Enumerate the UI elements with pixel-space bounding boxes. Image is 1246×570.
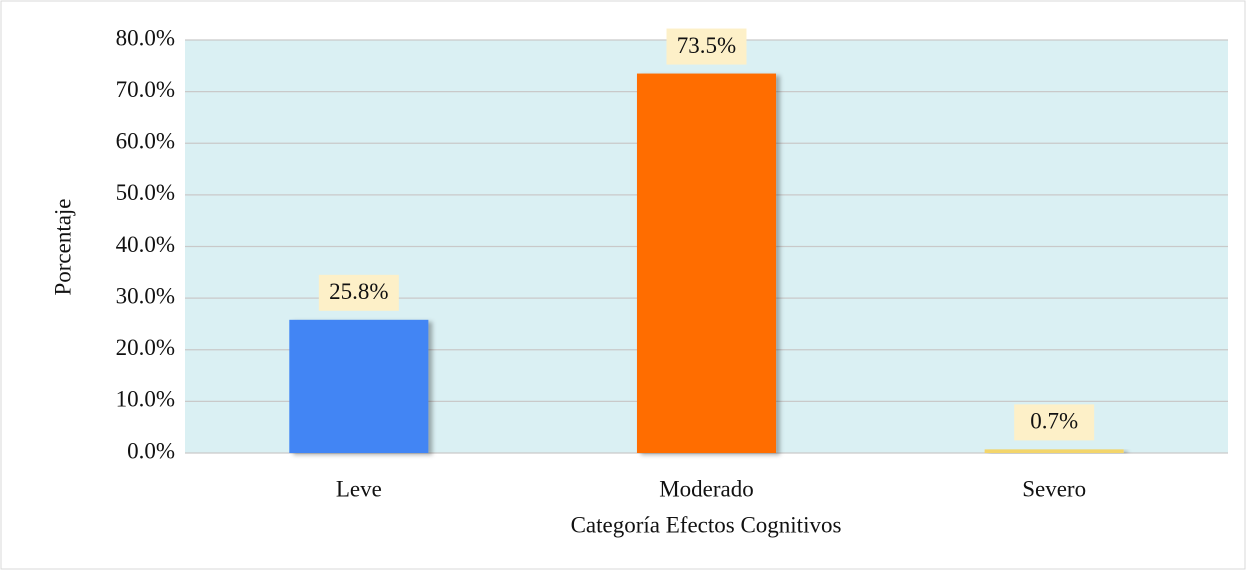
data-label: 25.8% [329, 279, 388, 304]
x-tick-label: Leve [336, 476, 382, 501]
y-tick-label: 50.0% [116, 180, 175, 205]
y-tick-label: 70.0% [116, 77, 175, 102]
y-tick-label: 40.0% [116, 232, 175, 257]
x-axis-label: Categoría Efectos Cognitivos [571, 512, 842, 537]
y-axis-label: Porcentaje [50, 198, 75, 295]
bar [636, 73, 777, 454]
y-tick-label: 80.0% [116, 25, 175, 50]
data-label-box [318, 274, 399, 311]
y-tick-label: 20.0% [116, 335, 175, 360]
data-label: 0.7% [1030, 409, 1078, 434]
y-tick-label: 60.0% [116, 129, 175, 154]
bar [289, 319, 429, 453]
y-tick-label: 10.0% [116, 387, 175, 412]
bar [984, 449, 1124, 453]
y-tick-label: 0.0% [127, 438, 175, 463]
x-tick-label: Moderado [659, 476, 754, 501]
y-tick-label: 30.0% [116, 283, 175, 308]
data-label-box [666, 28, 747, 65]
x-tick-label: Severo [1022, 476, 1086, 501]
data-label: 73.5% [677, 33, 736, 58]
data-label-box [1014, 404, 1095, 441]
